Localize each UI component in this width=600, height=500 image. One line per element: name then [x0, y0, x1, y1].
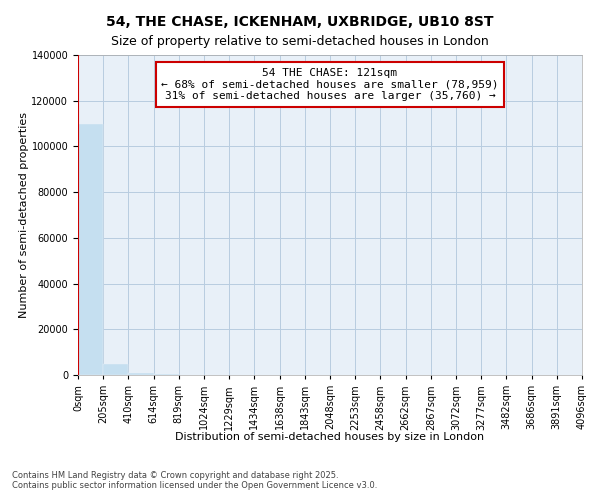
- Bar: [128, 373, 154, 375]
- Text: 54, THE CHASE, ICKENHAM, UXBRIDGE, UB10 8ST: 54, THE CHASE, ICKENHAM, UXBRIDGE, UB10 …: [106, 15, 494, 29]
- Bar: [78, 124, 103, 375]
- Y-axis label: Number of semi-detached properties: Number of semi-detached properties: [19, 112, 29, 318]
- Text: Contains HM Land Registry data © Crown copyright and database right 2025.
Contai: Contains HM Land Registry data © Crown c…: [12, 470, 377, 490]
- Text: 54 THE CHASE: 121sqm
← 68% of semi-detached houses are smaller (78,959)
31% of s: 54 THE CHASE: 121sqm ← 68% of semi-detac…: [161, 68, 499, 101]
- Bar: [154, 374, 179, 375]
- X-axis label: Distribution of semi-detached houses by size in London: Distribution of semi-detached houses by …: [175, 432, 485, 442]
- Bar: [103, 364, 128, 375]
- Text: Size of property relative to semi-detached houses in London: Size of property relative to semi-detach…: [111, 35, 489, 48]
